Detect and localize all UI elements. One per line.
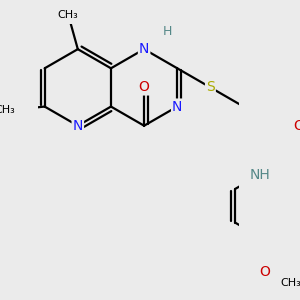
Text: NH: NH (249, 169, 270, 182)
Text: CH₃: CH₃ (280, 278, 300, 289)
Text: O: O (293, 119, 300, 133)
Text: O: O (259, 265, 270, 279)
Text: S: S (206, 80, 215, 94)
Text: N: N (139, 42, 149, 56)
Text: CH₃: CH₃ (0, 105, 15, 116)
Text: H: H (162, 26, 172, 38)
Text: N: N (172, 100, 182, 114)
Text: O: O (139, 80, 149, 94)
Text: N: N (73, 119, 83, 133)
Text: CH₃: CH₃ (58, 10, 79, 20)
